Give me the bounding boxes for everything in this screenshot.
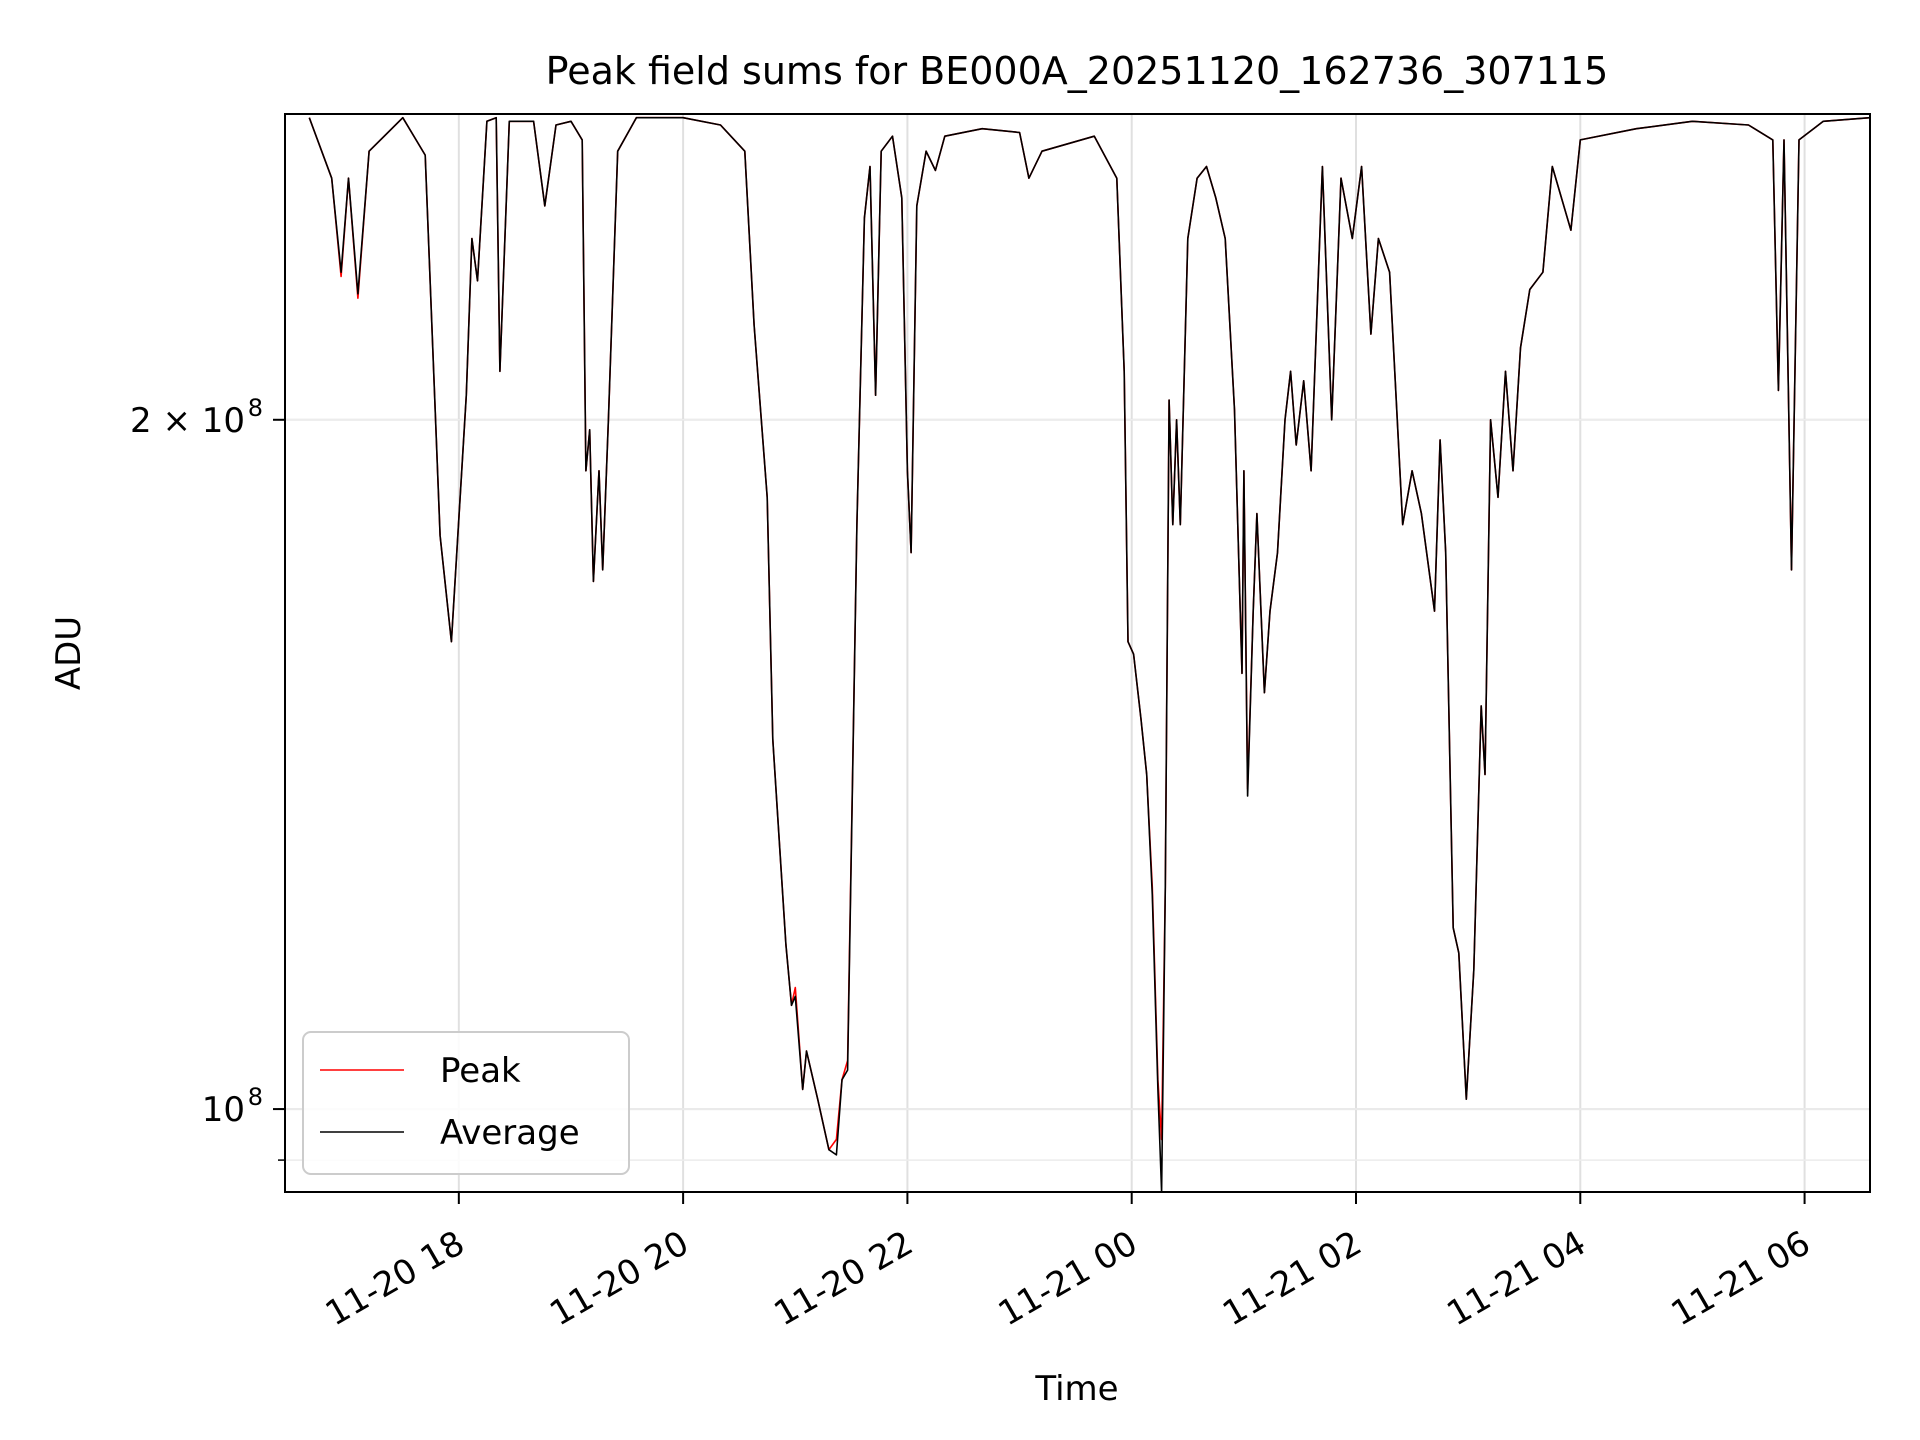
y-tick-exponent: 8 bbox=[248, 394, 263, 422]
x-axis-label: Time bbox=[1034, 1369, 1118, 1409]
plot-area bbox=[308, 116, 1870, 1192]
chart-title: Peak field sums for BE000A_20251120_1627… bbox=[546, 49, 1609, 93]
legend: Peak Average bbox=[302, 1031, 630, 1175]
y-tick-exponent: 8 bbox=[248, 1083, 263, 1111]
y-tick-label: 2 × 10 bbox=[130, 401, 245, 441]
legend-label-average: Average bbox=[440, 1113, 580, 1153]
legend-label-peak: Peak bbox=[440, 1051, 521, 1091]
y-axis-label: ADU bbox=[49, 616, 89, 690]
series-line-average bbox=[308, 116, 1870, 1192]
legend-box bbox=[302, 1031, 630, 1175]
axes-frame bbox=[284, 113, 1871, 1193]
y-tick-label: 10 bbox=[202, 1090, 245, 1130]
